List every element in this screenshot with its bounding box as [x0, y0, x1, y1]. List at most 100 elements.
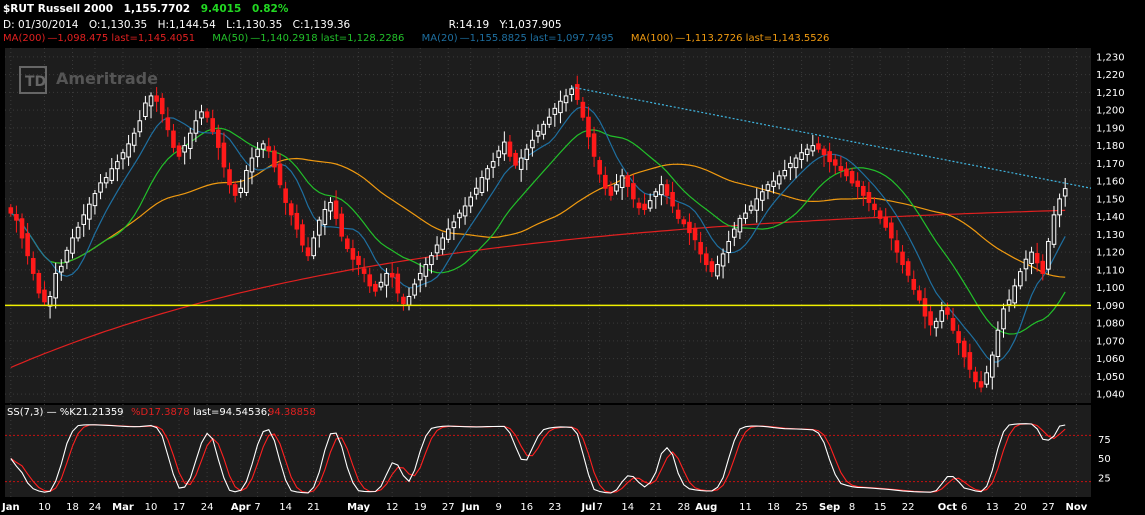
candle-body	[793, 157, 799, 169]
time-tick-label: Jul	[580, 502, 595, 513]
candle-body	[518, 157, 524, 170]
candle-body	[70, 237, 75, 254]
candle-body	[423, 264, 429, 277]
candle-body	[754, 198, 760, 211]
candle-body	[378, 281, 384, 288]
candle-body	[653, 191, 659, 197]
candle-body	[631, 183, 636, 200]
candle-body	[838, 166, 844, 171]
candle-body	[8, 207, 14, 214]
candle-body	[339, 213, 344, 237]
candle-body	[973, 371, 978, 383]
candle-body	[922, 298, 928, 317]
ohlc-readout: D: 01/30/2014 O:1,130.35 H:1,144.54 L:1,…	[3, 19, 569, 31]
trend-line	[571, 86, 1092, 189]
candle-body	[389, 272, 395, 278]
time-tick-label: 10	[38, 502, 51, 513]
readout-date: D: 01/30/2014	[3, 19, 79, 31]
candle-body	[30, 258, 36, 274]
candle-body	[608, 186, 614, 196]
candle-body	[732, 228, 737, 238]
candle-body	[322, 209, 328, 225]
price-tick-label: 1,160	[1096, 177, 1125, 188]
candle-body	[541, 123, 546, 135]
candle-body	[849, 171, 855, 184]
candle-body	[681, 219, 687, 225]
symbol-name: $RUT Russell 2000	[3, 3, 113, 15]
candle-body	[221, 142, 227, 168]
candle-body	[894, 240, 900, 253]
candle-body	[625, 175, 631, 187]
price-tick-label: 1,210	[1096, 88, 1125, 99]
annotation-lines	[5, 86, 1092, 307]
candle-body	[328, 201, 333, 212]
candle-body	[1062, 188, 1068, 197]
ma20-legend: MA(20) —1,155.8825 last=1,097.7495	[421, 33, 614, 44]
candle-body	[827, 151, 832, 163]
time-tick-label: 14	[279, 502, 292, 513]
time-tick-label: 7	[597, 502, 603, 513]
candle-body	[14, 213, 19, 221]
time-tick-label: 23	[548, 502, 561, 513]
candle-body	[367, 274, 373, 287]
osc-d: %D17.3878	[131, 407, 190, 418]
candle-body	[860, 185, 866, 196]
candle-body	[1034, 253, 1040, 264]
time-tick-label: 16	[520, 502, 533, 513]
readout-high: H:1,144.54	[157, 19, 216, 31]
readout-close: C:1,139.36	[292, 19, 351, 31]
candle-body	[75, 226, 81, 239]
candle-body	[19, 218, 25, 239]
candle-body	[1001, 308, 1006, 330]
candle-body	[743, 212, 748, 219]
candle-body	[238, 187, 244, 193]
candle-body	[42, 289, 47, 303]
price-tick-label: 1,180	[1096, 141, 1125, 152]
candle-body	[535, 130, 541, 137]
candle-body	[776, 175, 782, 185]
candle-body	[945, 307, 950, 315]
candle-body	[417, 272, 423, 281]
candle-body	[984, 372, 989, 385]
last-price: 1,155.7702	[123, 3, 191, 15]
readout-open: O:1,130.35	[88, 19, 148, 31]
time-tick-label: 14	[621, 502, 634, 513]
candle-body	[373, 283, 378, 292]
candle-body	[687, 221, 692, 234]
candle-body	[356, 255, 361, 266]
candle-body	[933, 320, 939, 329]
td-logo-letters: TD	[25, 74, 46, 90]
time-tick-label: 11	[739, 502, 752, 513]
candle-body	[816, 143, 821, 150]
candle-body	[131, 132, 137, 146]
time-tick-label: Aug	[695, 502, 717, 513]
candle-body	[333, 200, 339, 219]
candle-body	[406, 296, 412, 306]
candle-body	[748, 205, 754, 211]
candle-body	[1023, 258, 1029, 270]
candle-body	[580, 101, 586, 118]
osc-last2: 94.38858	[268, 407, 316, 418]
candle-body	[1006, 299, 1012, 306]
candle-body	[350, 248, 356, 260]
time-tick-label: Jan	[1, 502, 20, 513]
candle-body	[939, 310, 945, 322]
price-tick-label: 1,140	[1096, 212, 1125, 223]
watermark-text: Ameritrade	[56, 69, 158, 88]
candle-body	[692, 227, 698, 241]
price-tick-label: 1,050	[1096, 372, 1125, 383]
candle-body	[227, 169, 232, 186]
candle-body	[440, 237, 445, 250]
candle-body	[81, 214, 87, 225]
time-tick-label: Oct	[938, 502, 957, 513]
time-tick-label: 10	[145, 502, 158, 513]
candle-body	[120, 152, 126, 160]
candle-body	[883, 216, 889, 228]
candle-body	[961, 340, 967, 358]
candle-body	[249, 157, 255, 173]
candle-body	[720, 253, 726, 267]
time-tick-label: 18	[767, 502, 780, 513]
candle-body	[675, 209, 681, 219]
candle-body	[272, 150, 277, 168]
